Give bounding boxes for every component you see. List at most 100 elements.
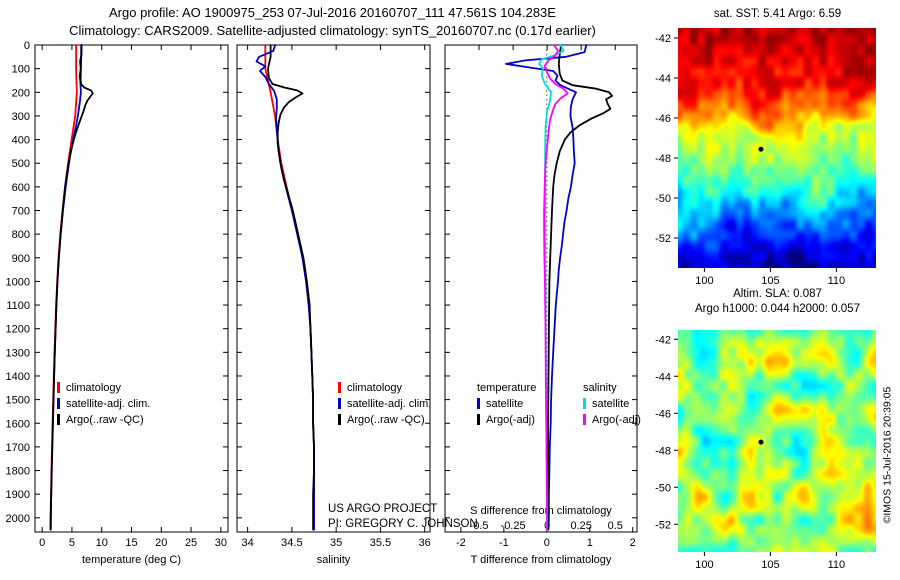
svg-text:-1: -1	[499, 537, 509, 549]
legend-label: Argo(-adj)	[486, 414, 535, 426]
svg-text:1900: 1900	[6, 489, 30, 501]
svg-text:200: 200	[12, 87, 30, 99]
series-satellite-adj-clim-	[255, 44, 315, 531]
legend-label: climatology	[347, 382, 403, 394]
svg-text:1300: 1300	[6, 347, 30, 359]
svg-text:-50: -50	[655, 482, 671, 494]
legend-marker	[57, 398, 60, 409]
legend-marker	[338, 382, 341, 393]
svg-text:2: 2	[630, 537, 636, 549]
svg-text:35: 35	[330, 537, 342, 549]
series-t-argo-adj-	[546, 44, 613, 531]
svg-text:105: 105	[761, 559, 779, 571]
svg-text:1: 1	[587, 537, 593, 549]
svg-text:30: 30	[215, 537, 227, 549]
series-t-satellite	[505, 44, 588, 531]
svg-text:-44: -44	[655, 371, 671, 383]
svg-text:2000: 2000	[6, 513, 30, 525]
float-position-marker	[758, 439, 764, 445]
float-position-marker	[758, 146, 764, 152]
sst-heatmap	[678, 28, 876, 268]
x-axis-label: temperature (deg C)	[82, 554, 181, 566]
legend: temperature satellite Argo(-adj) salinity sa…	[477, 382, 641, 426]
svg-text:US ARGO PROJECT: US ARGO PROJECT	[328, 503, 437, 515]
svg-text:700: 700	[12, 205, 30, 217]
legend-label: Argo(..raw -QC)	[66, 414, 144, 426]
legend-label: climatology	[66, 382, 122, 394]
svg-text:1000: 1000	[6, 276, 30, 288]
series-s-argo-adj-	[543, 44, 569, 531]
svg-text:20: 20	[155, 537, 167, 549]
svg-text:35.5: 35.5	[370, 537, 391, 549]
x-axis-label: T difference from climatology	[471, 554, 612, 566]
sst-map-title: sat. SST: 5.41 Argo: 6.59	[713, 8, 842, 20]
legend-marker	[477, 398, 480, 409]
legend-marker	[583, 414, 586, 425]
svg-text:500: 500	[12, 158, 30, 170]
series-climatology	[49, 44, 78, 531]
svg-text:400: 400	[12, 135, 30, 147]
legend: climatology satellite-adj. clim. Argo(..ra…	[57, 382, 150, 426]
legend-marker	[57, 382, 60, 393]
axis-box	[236, 44, 431, 533]
svg-text:0: 0	[544, 537, 550, 549]
series-argo-raw-qc-	[267, 44, 315, 531]
temperature-panel: 0 5 10 15 20 25 300100200300400500600700800900…	[6, 40, 229, 566]
svg-text:105: 105	[761, 275, 779, 287]
svg-text:36: 36	[419, 537, 431, 549]
svg-text:PI: GREGORY C. JOHNSON: PI: GREGORY C. JOHNSON	[328, 518, 478, 530]
sla-map-axes: 100 105 110 -42 -44 -46 -48 -50 -52	[655, 334, 845, 571]
svg-text:1100: 1100	[6, 300, 30, 312]
svg-text:900: 900	[12, 253, 30, 265]
x-axis-label: salinity	[317, 554, 351, 566]
svg-text:110: 110	[828, 275, 846, 287]
legend-label: Argo(-adj)	[592, 414, 641, 426]
svg-text:-48: -48	[655, 153, 671, 165]
svg-text:-42: -42	[655, 33, 671, 45]
axis-box	[34, 44, 229, 533]
svg-text:300: 300	[12, 111, 30, 123]
svg-text:-52: -52	[655, 519, 671, 531]
series-argo-raw-qc-	[49, 44, 94, 531]
svg-text:-0.25: -0.25	[501, 520, 526, 532]
svg-text:-2: -2	[456, 537, 466, 549]
legend-label: Argo(..raw -QC)	[347, 414, 425, 426]
svg-text:-46: -46	[655, 408, 671, 420]
svg-text:34.5: 34.5	[281, 537, 302, 549]
legend-label: satellite-adj. clim.	[66, 398, 150, 410]
svg-text:100: 100	[12, 64, 30, 76]
legend: climatology satellite-adj. clim. Argo(..ra…	[338, 382, 431, 426]
svg-text:-52: -52	[655, 233, 671, 245]
svg-text:-42: -42	[655, 334, 671, 346]
sla-map-title-line1: Altim. SLA: 0.087	[733, 288, 822, 300]
sla-map-title-line2: Argo h1000: 0.044 h2000: 0.057	[695, 303, 860, 315]
svg-text:600: 600	[12, 182, 30, 194]
svg-text:-48: -48	[655, 445, 671, 457]
svg-text:0: 0	[39, 537, 45, 549]
svg-text:15: 15	[125, 537, 137, 549]
legend-marker	[338, 398, 341, 409]
series-satellite-adj-clim-	[49, 44, 83, 531]
svg-text:1600: 1600	[6, 418, 30, 430]
figure-title-line2: Climatology: CARS2009. Satellite-adjuste…	[69, 23, 596, 38]
svg-text:25: 25	[185, 537, 197, 549]
figure-title-line1: Argo profile: AO 1900975_253 07-Jul-2016…	[109, 5, 556, 20]
legend-marker	[338, 414, 341, 425]
svg-text:-50: -50	[655, 193, 671, 205]
svg-text:34: 34	[241, 537, 253, 549]
svg-text:-44: -44	[655, 73, 671, 85]
legend-group-title: temperature	[477, 382, 536, 394]
svg-text:0.25: 0.25	[570, 520, 591, 532]
imos-watermark: ©IMOS 15-Jul-2016 20:39:05	[881, 386, 894, 524]
legend-marker	[57, 414, 60, 425]
legend-group-title: salinity	[583, 382, 617, 394]
project-annotation: US ARGO PROJECT PI: GREGORY C. JOHNSON	[328, 503, 478, 530]
axis-box	[444, 44, 638, 533]
svg-text:0: 0	[24, 40, 30, 52]
svg-text:-0.5: -0.5	[470, 520, 489, 532]
svg-text:1800: 1800	[6, 466, 30, 478]
legend-marker	[477, 414, 480, 425]
svg-text:1200: 1200	[6, 324, 30, 336]
